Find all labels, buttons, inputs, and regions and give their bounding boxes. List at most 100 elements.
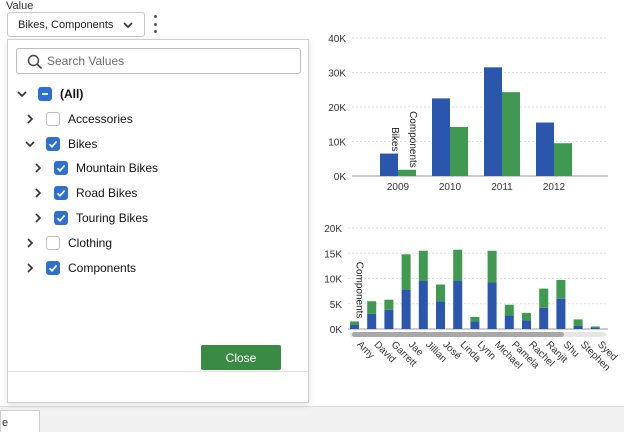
y-tick-label: 40K (328, 34, 346, 45)
tree-item-label: Road Bikes (76, 186, 138, 201)
chevron-right-icon[interactable] (24, 113, 36, 125)
tree-item-label: Mountain Bikes (76, 161, 159, 176)
chevron-right-icon[interactable] (24, 237, 36, 249)
bar[interactable] (536, 122, 554, 176)
checkbox[interactable] (38, 87, 52, 101)
bar[interactable] (522, 320, 531, 329)
tree-item[interactable]: Bikes (24, 132, 298, 156)
tree-item[interactable]: (All) (16, 82, 298, 106)
check-icon (48, 140, 58, 148)
tree-item-label: Components (68, 260, 137, 275)
bar[interactable] (573, 325, 583, 329)
y-tick-label: 15K (324, 249, 342, 260)
tree-item[interactable]: Touring Bikes (32, 206, 298, 230)
y-tick-label: 20K (328, 103, 346, 114)
series-label: Components (354, 262, 365, 319)
bar[interactable] (556, 298, 566, 329)
y-tick-label: 20K (324, 224, 342, 235)
bar[interactable] (453, 249, 463, 282)
y-tick-label: 0K (334, 172, 347, 183)
bar[interactable] (401, 254, 411, 290)
bar[interactable] (504, 315, 514, 329)
bar[interactable] (484, 67, 502, 176)
x-tick-label: 2011 (491, 182, 513, 190)
search-icon (27, 54, 43, 70)
y-tick-label: 0K (330, 325, 343, 336)
bar[interactable] (401, 289, 411, 329)
bar[interactable] (350, 321, 359, 325)
bar[interactable] (384, 309, 394, 329)
bar[interactable] (436, 284, 445, 302)
y-tick-label: 10K (324, 275, 342, 286)
more-options-icon[interactable] (150, 13, 160, 35)
search-placeholder: Search Values (47, 54, 125, 68)
bar[interactable] (453, 281, 463, 329)
tree-item[interactable]: Components (24, 256, 298, 280)
tree-item[interactable]: Road Bikes (32, 181, 298, 205)
scrollbar-thumb[interactable] (352, 332, 564, 337)
value-selector[interactable]: Bikes, Components (7, 12, 145, 37)
bar[interactable] (590, 327, 600, 329)
selector-value: Bikes, Components (18, 18, 114, 31)
tree-item[interactable]: Mountain Bikes (32, 156, 298, 180)
bar[interactable] (418, 250, 428, 282)
bar[interactable] (487, 282, 497, 329)
tree-item-label: Touring Bikes (76, 211, 149, 225)
x-tick-label: 2010 (439, 182, 462, 190)
chevron-right-icon[interactable] (24, 262, 36, 274)
check-icon (56, 165, 66, 173)
bottom-tab[interactable]: e (0, 410, 40, 432)
chevron-down-icon (123, 22, 133, 29)
close-button[interactable]: Close (201, 345, 281, 370)
bar[interactable] (470, 316, 480, 322)
chevron-right-icon[interactable] (32, 187, 44, 199)
bar[interactable] (436, 301, 445, 329)
checkbox[interactable] (54, 186, 68, 201)
tree-item[interactable]: Clothing (24, 231, 298, 255)
bar[interactable] (554, 143, 572, 176)
checkbox[interactable] (46, 235, 60, 250)
checkbox[interactable] (46, 111, 60, 126)
bar[interactable] (380, 153, 398, 176)
bar[interactable] (502, 92, 520, 176)
bar[interactable] (367, 313, 377, 329)
bar[interactable] (556, 280, 566, 299)
x-tick-label: 2009 (387, 182, 410, 190)
field-label: Value (6, 0, 34, 12)
minus-icon (42, 93, 48, 95)
bar[interactable] (522, 312, 531, 321)
bar[interactable] (432, 98, 450, 176)
checkbox[interactable] (54, 211, 68, 225)
tree-item-label: Bikes (68, 136, 98, 151)
chevron-right-icon[interactable] (32, 162, 44, 174)
bar[interactable] (384, 299, 394, 310)
chevron-down-icon[interactable] (16, 88, 28, 100)
bar[interactable] (539, 307, 549, 329)
bar[interactable] (418, 281, 428, 329)
bar[interactable] (450, 127, 468, 176)
bar[interactable] (539, 288, 549, 308)
bar[interactable] (504, 304, 514, 316)
check-icon (56, 190, 66, 198)
checkbox[interactable] (46, 260, 60, 275)
checkbox[interactable] (46, 136, 60, 151)
tree-item-label: (All) (60, 87, 84, 101)
checkbox[interactable] (54, 161, 68, 176)
bar[interactable] (398, 169, 416, 176)
tree-item-label: Accessories (68, 111, 133, 126)
panel-footer (8, 371, 308, 403)
bar[interactable] (470, 321, 480, 329)
bar[interactable] (590, 326, 600, 328)
search-input[interactable]: Search Values (16, 48, 301, 74)
chevron-down-icon[interactable] (24, 138, 36, 150)
bar[interactable] (350, 324, 359, 329)
series-label: Components (407, 111, 418, 168)
series-label: Bikes (389, 127, 400, 151)
bar[interactable] (573, 319, 583, 326)
bar[interactable] (367, 301, 377, 314)
bar[interactable] (487, 250, 497, 283)
chevron-right-icon[interactable] (32, 212, 44, 224)
bottom-bar (0, 406, 624, 432)
check-icon (56, 214, 66, 223)
tree-item[interactable]: Accessories (24, 107, 298, 131)
